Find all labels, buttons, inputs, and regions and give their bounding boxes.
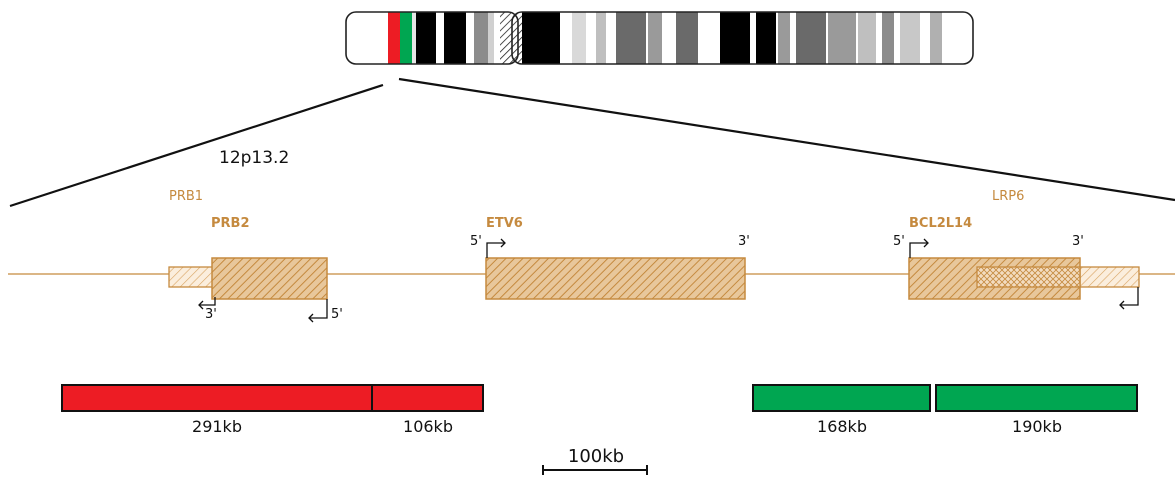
zoom-lines [9,77,1175,208]
probe-green-segment-2 [935,384,1138,412]
scale-bar [542,465,648,475]
gene-label-etv6: ETV6 [486,216,523,231]
probe-red-segment-1 [61,384,373,412]
strand-label-prb2-5p: 5' [331,307,343,322]
tss-arrow-bcl2l14 [909,238,929,258]
gene-label-prb1: PRB1 [169,189,203,204]
gene-label-prb2: PRB2 [211,216,250,231]
gene-box-prb1 [168,266,215,288]
tss-arrow-etv6 [486,238,506,258]
gene-box-etv6 [485,257,746,300]
gene-label-lrp6: LRP6 [992,189,1024,204]
chromosome-p-arm [346,12,518,64]
probe-red-segment-2 [371,384,484,412]
tss-arrow-lrp6 [1119,287,1139,310]
gene-box-prb2 [211,257,328,300]
probe-green-label-1: 168kb [817,417,867,436]
probe-green-segment-1 [752,384,931,412]
scale-bar-label: 100kb [568,446,624,467]
strand-label-etv6-3p: 3' [738,234,750,249]
probe-green-label-2: 190kb [1012,417,1062,436]
strand-label-bcl2l14-3p: 3' [1072,234,1084,249]
probe-red [61,384,484,412]
chromosome-q-arm [512,12,973,64]
strand-label-etv6-5p: 5' [470,234,482,249]
tss-arrow-prb2-5p [308,299,328,323]
tss-arrow-prb2-3p [198,297,216,310]
gene-box-overlap [976,266,1081,288]
band-label: 12p13.2 [219,148,289,168]
probe-red-label-2: 106kb [403,417,453,436]
chromosome-ideogram [345,11,974,65]
probe-red-label-1: 291kb [192,417,242,436]
strand-label-bcl2l14-5p: 5' [893,234,905,249]
strand-label-prb2-3p: 3' [205,307,217,322]
gene-label-bcl2l14: BCL2L14 [909,216,972,231]
probe-green [752,384,1138,412]
